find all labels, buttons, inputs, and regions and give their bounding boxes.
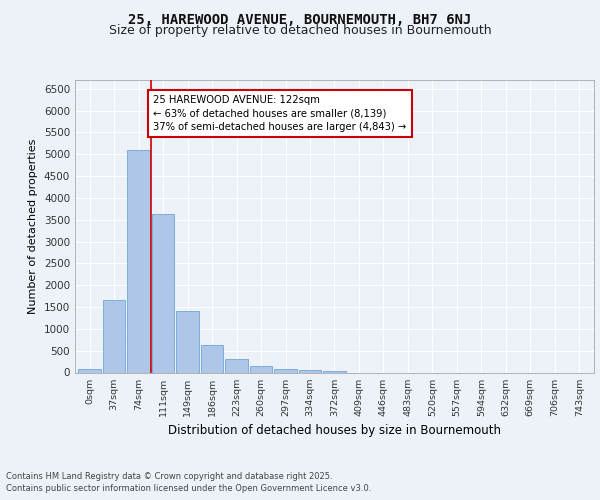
Bar	[79, 369, 101, 372]
Y-axis label: Number of detached properties: Number of detached properties	[28, 138, 38, 314]
Text: Contains HM Land Registry data © Crown copyright and database right 2025.: Contains HM Land Registry data © Crown c…	[6, 472, 332, 481]
Bar	[226, 359, 248, 372]
Bar	[103, 300, 125, 372]
Text: 25 HAREWOOD AVENUE: 122sqm
← 63% of detached houses are smaller (8,139)
37% of s: 25 HAREWOOD AVENUE: 122sqm ← 63% of deta…	[154, 96, 407, 132]
Bar	[299, 370, 321, 372]
Text: Size of property relative to detached houses in Bournemouth: Size of property relative to detached ho…	[109, 24, 491, 37]
Bar	[152, 214, 175, 372]
Text: 25, HAREWOOD AVENUE, BOURNEMOUTH, BH7 6NJ: 25, HAREWOOD AVENUE, BOURNEMOUTH, BH7 6N…	[128, 12, 472, 26]
Bar	[323, 371, 346, 372]
Text: Contains public sector information licensed under the Open Government Licence v3: Contains public sector information licen…	[6, 484, 371, 493]
Bar	[250, 366, 272, 372]
Bar	[201, 346, 223, 372]
Bar	[274, 368, 297, 372]
X-axis label: Distribution of detached houses by size in Bournemouth: Distribution of detached houses by size …	[168, 424, 501, 437]
Bar	[176, 310, 199, 372]
Bar	[127, 150, 150, 372]
